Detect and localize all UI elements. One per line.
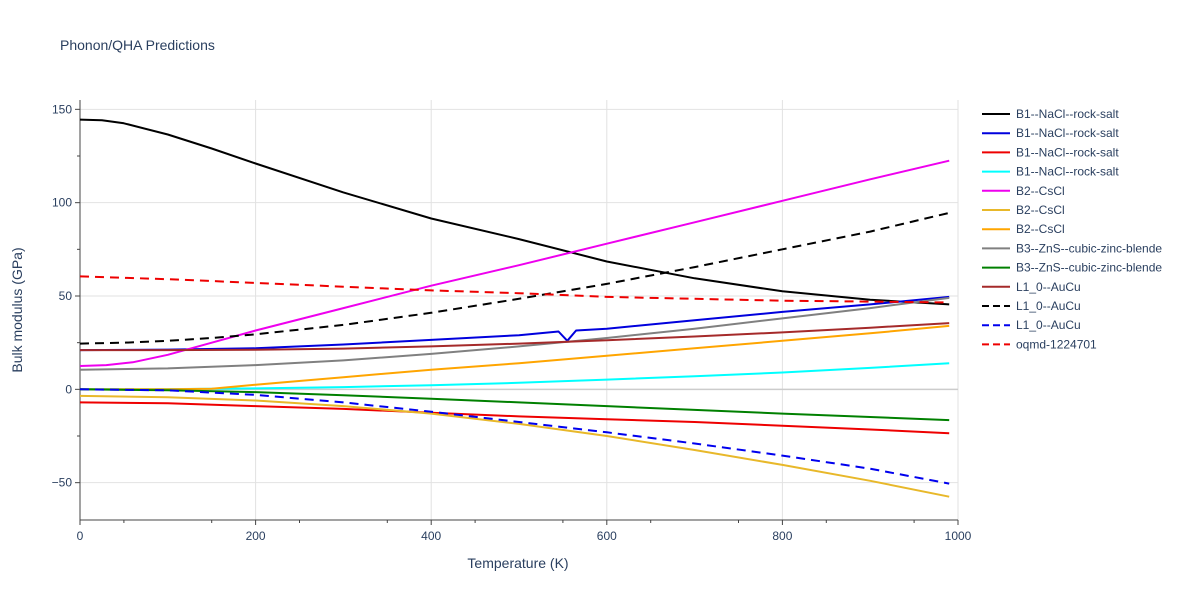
legend-label: B2--CsCl xyxy=(1016,222,1065,236)
legend-item[interactable]: B3--ZnS--cubic-zinc-blende xyxy=(982,241,1162,255)
legend-item[interactable]: B1--NaCl--rock-salt xyxy=(982,165,1119,179)
legend[interactable]: B1--NaCl--rock-salt B1--NaCl--rock-salt B1… xyxy=(982,107,1162,351)
legend-item[interactable]: B1--NaCl--rock-salt xyxy=(982,145,1119,159)
y-tick-label: 0 xyxy=(65,382,72,396)
legend-item[interactable]: B2--CsCl xyxy=(982,184,1065,198)
series-line-8[interactable] xyxy=(79,388,950,422)
legend-label: L1_0--AuCu xyxy=(1016,299,1081,313)
y-tick-label: 100 xyxy=(52,196,72,210)
y-axis-title: Bulk modulus (GPa) xyxy=(9,247,25,372)
series-line-2[interactable] xyxy=(79,401,950,435)
series-line-0[interactable] xyxy=(79,118,950,306)
legend-item[interactable]: L1_0--AuCu xyxy=(982,299,1081,313)
y-tick-label: 150 xyxy=(52,102,72,116)
y-tick-label: 50 xyxy=(59,289,73,303)
series-line-11[interactable] xyxy=(79,388,950,485)
y-axis-ticks: −50 0 50 100 150 xyxy=(52,102,80,490)
legend-item[interactable]: oqmd-1224701 xyxy=(982,337,1097,351)
x-tick-label: 800 xyxy=(772,529,792,543)
chart-title: Phonon/QHA Predictions xyxy=(60,37,215,53)
legend-label: B2--CsCl xyxy=(1016,184,1065,198)
legend-label: B1--NaCl--rock-salt xyxy=(1016,145,1119,159)
series-line-4[interactable] xyxy=(79,159,950,367)
x-tick-label: 1000 xyxy=(945,529,972,543)
legend-label: L1_0--AuCu xyxy=(1016,280,1081,294)
x-tick-label: 200 xyxy=(246,529,266,543)
x-axis-title: Temperature (K) xyxy=(467,555,568,571)
y-tick-label: −50 xyxy=(52,476,73,490)
x-tick-label: 600 xyxy=(597,529,617,543)
legend-item[interactable]: B1--NaCl--rock-salt xyxy=(982,126,1119,140)
grid xyxy=(80,100,959,520)
series-line-3[interactable] xyxy=(79,362,950,391)
plot-area[interactable] xyxy=(79,118,950,498)
series-line-7[interactable] xyxy=(79,296,950,371)
x-tick-label: 0 xyxy=(77,529,84,543)
legend-label: B2--CsCl xyxy=(1016,203,1065,217)
series-line-10[interactable] xyxy=(79,211,950,345)
legend-item[interactable]: L1_0--AuCu xyxy=(982,280,1081,294)
legend-label: B1--NaCl--rock-salt xyxy=(1016,126,1119,140)
series-line-6[interactable] xyxy=(80,324,950,391)
legend-label: B1--NaCl--rock-salt xyxy=(1016,107,1119,121)
legend-label: B1--NaCl--rock-salt xyxy=(1016,165,1119,179)
legend-item[interactable]: B2--CsCl xyxy=(982,203,1065,217)
legend-label: oqmd-1224701 xyxy=(1016,337,1097,351)
legend-item[interactable]: B2--CsCl xyxy=(982,222,1065,236)
series-line-9[interactable] xyxy=(80,322,950,352)
legend-item[interactable]: B3--ZnS--cubic-zinc-blende xyxy=(982,261,1162,275)
series-line-5[interactable] xyxy=(79,394,950,498)
legend-label: B3--ZnS--cubic-zinc-blende xyxy=(1016,261,1162,275)
x-tick-label: 400 xyxy=(421,529,441,543)
legend-label: B3--ZnS--cubic-zinc-blende xyxy=(1016,241,1162,255)
legend-item[interactable]: B1--NaCl--rock-salt xyxy=(982,107,1119,121)
legend-item[interactable]: L1_0--AuCu xyxy=(982,318,1081,332)
x-axis-ticks: 0 200 400 600 800 1000 xyxy=(77,520,972,543)
legend-label: L1_0--AuCu xyxy=(1016,318,1081,332)
series-line-1[interactable] xyxy=(79,295,950,352)
series-line-12[interactable] xyxy=(79,275,950,304)
axes xyxy=(79,100,958,521)
